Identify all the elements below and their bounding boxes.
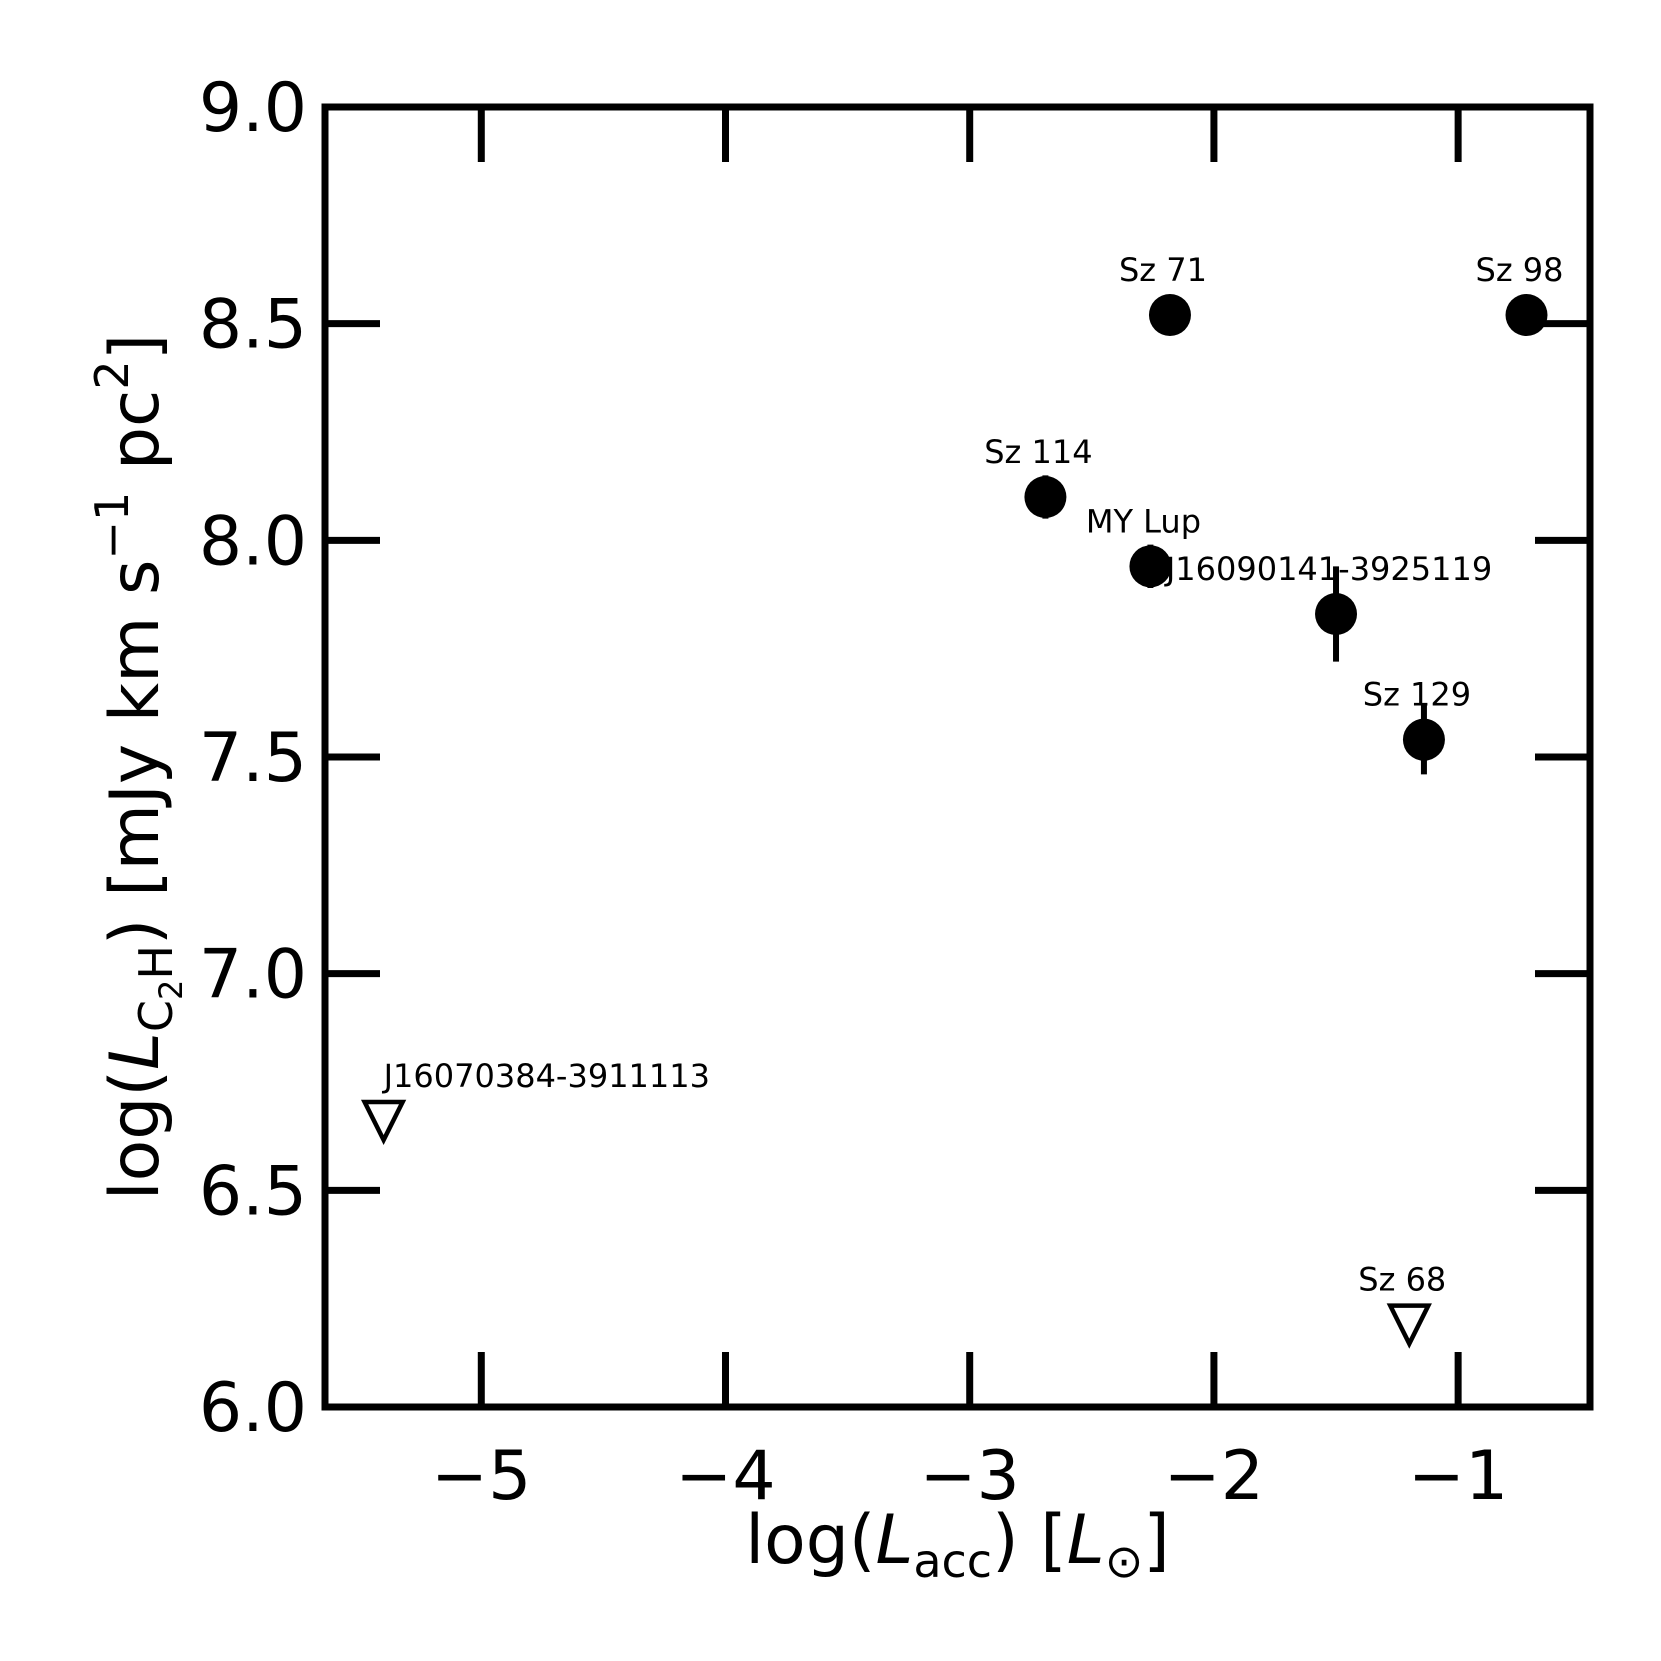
y-tick-label: 8.0 [199,502,307,581]
labels-layer: Sz 71 Sz 98 Sz 114 MY Lup J16090141-3925119 S… [382,251,1564,1299]
point-label: Sz 71 [1119,251,1207,289]
x-tick-label: −1 [1408,1437,1508,1516]
ticks-layer: −5 −4 −3 −2 −1 6.0 6.5 7.0 7.5 8.0 8.5 9.0 [199,69,1590,1516]
y-tick-label: 7.5 [199,719,307,798]
point-label: Sz 68 [1358,1261,1446,1299]
data-point [1402,718,1445,761]
data-point [1148,294,1191,336]
data-point [1505,294,1548,336]
point-label: Sz 114 [984,433,1092,471]
point-label: J16090141-3925119 [1164,550,1492,588]
points-layer [360,294,1548,1349]
x-axis-label: log(Lacc) [L⊙] [745,1501,1170,1588]
data-point [1315,593,1358,635]
point-label: Sz 129 [1363,676,1471,714]
point-label: J16070384-3911113 [382,1057,710,1095]
x-tick-label: −2 [1164,1437,1264,1516]
y-tick-label: 9.0 [199,69,307,148]
y-tick-label: 6.5 [199,1152,307,1231]
x-tick-label: −5 [431,1437,531,1516]
y-tick-label: 8.5 [199,286,307,365]
upper-limit-point [1386,1303,1432,1349]
point-label: Sz 98 [1476,251,1564,289]
point-label: MY Lup [1086,502,1201,540]
data-point [1129,545,1172,588]
y-tick-label: 7.0 [199,936,307,1015]
upper-limit-point [360,1099,407,1146]
y-tick-label: 6.0 [199,1369,307,1448]
x-tick-label: −4 [675,1437,775,1516]
data-point [1024,476,1067,518]
y-axis-label: log(LC2H) [mJy km s−1 pc2] [85,334,190,1200]
plot-frame [321,103,1594,1411]
x-tick-label: −3 [920,1437,1020,1516]
